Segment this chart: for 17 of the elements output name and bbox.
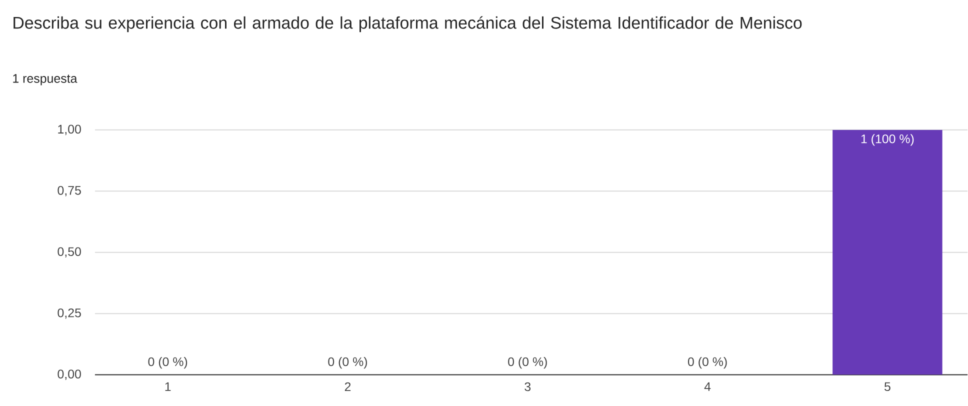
x-tick-label: 3	[524, 382, 531, 392]
chart-subtitle: 1 respuesta	[13, 74, 78, 86]
x-tick-label: 4	[704, 382, 711, 391]
y-tick-label: 0,50	[58, 247, 81, 258]
x-tick-label: 2	[344, 382, 351, 392]
x-tick-label: 1	[165, 382, 171, 391]
chart-title: Describa su experiencia con el armado de la plataforma mecánica del Sistema Identificador de Menisco	[14, 16, 802, 32]
y-tick-label: 0,25	[58, 308, 81, 319]
y-tick-label: 0,00	[58, 370, 81, 380]
data-label: 1 (100 %)	[861, 134, 914, 146]
data-label: 0 (0 %)	[328, 357, 367, 369]
x-tick-label: 5	[884, 382, 890, 392]
y-tick-label: 1,00	[58, 124, 81, 136]
y-tick-label: 0,75	[58, 186, 81, 196]
data-label: 0 (0 %)	[508, 357, 547, 369]
data-label: 0 (0 %)	[688, 357, 727, 369]
data-label: 0 (0 %)	[148, 357, 188, 369]
